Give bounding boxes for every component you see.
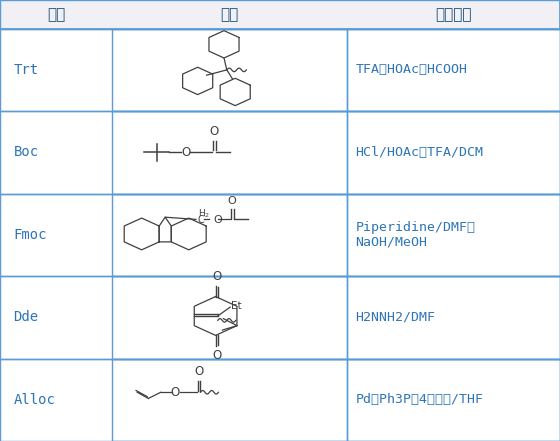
Text: Trt: Trt [13,63,39,77]
Text: Boc: Boc [13,146,39,159]
Bar [347,111,560,194]
Bar [0,29,560,111]
Bar [112,194,347,276]
Bar [0,276,560,359]
Text: HCl/HOAc，TFA/DCM: HCl/HOAc，TFA/DCM [356,146,484,159]
Bar [0,0,560,29]
Text: C: C [198,215,204,225]
Text: H2NNH2/DMF: H2NNH2/DMF [356,311,436,324]
Text: O: O [181,146,190,159]
Text: O: O [171,386,180,399]
Bar [0,111,560,194]
Text: 结构: 结构 [221,7,239,22]
Bar [112,359,347,441]
Text: Fmoc: Fmoc [13,228,47,242]
Text: Dde: Dde [13,310,39,324]
Text: 简称: 简称 [47,7,65,22]
Text: O: O [227,196,236,206]
Text: Alloc: Alloc [13,393,55,407]
Bar [112,111,347,194]
Text: O: O [212,348,221,362]
Bar [0,359,560,441]
Bar [0,194,560,276]
Text: Et: Et [231,301,242,311]
Text: O: O [213,215,222,225]
Bar [347,29,560,111]
Text: O: O [194,365,203,377]
Text: TFA，HOAc，HCOOH: TFA，HOAc，HCOOH [356,64,468,76]
Bar [347,194,560,276]
Text: Piperidine/DMF，
NaOH/MeOH: Piperidine/DMF， NaOH/MeOH [356,221,475,249]
Bar [112,276,347,359]
Bar [347,276,560,359]
Text: H$_2$: H$_2$ [198,207,210,220]
Text: 脱除条件: 脱除条件 [435,7,472,22]
Bar [0,0,560,29]
Text: O: O [209,125,218,138]
Bar [347,359,560,441]
Bar [112,29,347,111]
Text: O: O [212,270,221,283]
Text: Pd（Ph3P）4，吗啉/THF: Pd（Ph3P）4，吗啉/THF [356,393,484,406]
